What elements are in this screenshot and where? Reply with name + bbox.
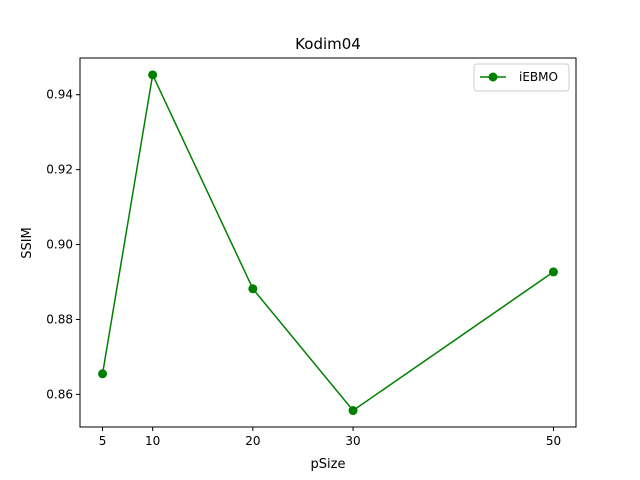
x-tick-label: 20 [245, 434, 260, 448]
y-axis-label: SSIM [20, 227, 35, 259]
x-ticks: 5 10 20 30 50 [99, 427, 561, 448]
x-tick-label: 5 [99, 434, 107, 448]
x-tick-label: 50 [546, 434, 561, 448]
y-tick-label: 0.90 [46, 238, 73, 252]
y-ticks: 0.86 0.88 0.90 0.92 0.94 [46, 88, 80, 401]
legend-label: iEBMO [519, 70, 558, 84]
data-point [98, 369, 108, 379]
x-axis-label: pSize [311, 457, 346, 472]
plot-frame [79, 57, 577, 428]
legend: iEBMO [473, 63, 570, 92]
x-tick-label: 30 [345, 434, 360, 448]
chart-title: Kodim04 [295, 35, 361, 53]
plot-area [80, 58, 576, 427]
data-point [348, 406, 358, 416]
marks-layer [98, 70, 558, 416]
data-point [148, 70, 158, 80]
data-point [548, 267, 558, 277]
y-tick-label: 0.94 [46, 88, 73, 102]
y-tick-label: 0.88 [46, 312, 73, 326]
legend-marker-sample [488, 72, 498, 82]
legend-box [473, 63, 570, 92]
y-tick-label: 0.86 [46, 387, 73, 401]
x-tick-label: 10 [145, 434, 160, 448]
y-tick-label: 0.92 [46, 163, 73, 177]
data-point [248, 284, 258, 294]
